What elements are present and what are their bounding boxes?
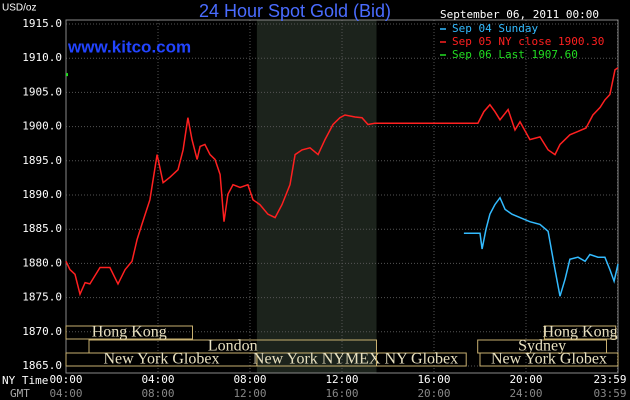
session-label: New York Globex xyxy=(103,351,219,368)
x-gmt-label: 16:00 xyxy=(325,387,358,400)
y-tick-label: 1905.0 xyxy=(22,85,62,98)
session-label: New York NYMEX xyxy=(253,351,381,368)
series-line xyxy=(463,196,619,297)
x-tick-label: 04:00 xyxy=(141,373,174,386)
session-box xyxy=(65,325,193,340)
x-tick-label: 12:00 xyxy=(325,373,358,386)
x-gmt-label: 12:00 xyxy=(233,387,266,400)
plot-frame xyxy=(65,19,619,374)
session-box xyxy=(479,352,619,367)
y-tick-label: 1890.0 xyxy=(22,188,62,201)
session-box xyxy=(543,325,617,340)
session-label: Sydney xyxy=(518,338,566,355)
y-tick-label: 1895.0 xyxy=(22,154,62,167)
x-gmt-label: 04:00 xyxy=(49,387,82,400)
x-gmt-label: 08:00 xyxy=(141,387,174,400)
session-label: NY Globex xyxy=(385,351,459,368)
y-tick-label: 1875.0 xyxy=(22,291,62,304)
legend-label: Sep 05 NY close 1900.30 xyxy=(452,35,604,48)
x-gmt-label: 24:00 xyxy=(509,387,542,400)
x-tick-label: 23:59 xyxy=(593,373,626,386)
session-highlight xyxy=(256,20,377,373)
session-label: London xyxy=(208,338,258,355)
x-tick-label: 16:00 xyxy=(417,373,450,386)
y-tick-label: 1910.0 xyxy=(22,51,62,64)
series-line xyxy=(65,67,619,297)
x-row-label: NY Time xyxy=(2,374,48,387)
x-tick-label: 20:00 xyxy=(509,373,542,386)
plot-background xyxy=(65,19,619,374)
session-label: New York Globex xyxy=(491,351,607,368)
watermark: www.kitco.com xyxy=(67,37,191,56)
legend-label: Sep 06 Last 1907.60 xyxy=(452,48,578,61)
y-tick-label: 1915.0 xyxy=(22,17,62,30)
y-tick-label: 1900.0 xyxy=(22,120,62,133)
y-tick-label: 1880.0 xyxy=(22,256,62,269)
chart-subtitle: September 06, 2011 00:00 xyxy=(440,8,599,21)
x-tick-label: 08:00 xyxy=(233,373,266,386)
session-box xyxy=(376,352,467,367)
y-tick-label: 1870.0 xyxy=(22,325,62,338)
x-gmt-label: 20:00 xyxy=(417,387,450,400)
y-tick-label: 1865.0 xyxy=(22,359,62,372)
x-row-label: GMT xyxy=(10,387,30,400)
legend-label: Sep 04 Sunday xyxy=(452,22,538,35)
y-tick-label: 1885.0 xyxy=(22,222,62,235)
chart-title: 24 Hour Spot Gold (Bid) xyxy=(199,1,391,21)
y-axis-label: USD/oz xyxy=(2,3,36,14)
x-tick-label: 00:00 xyxy=(49,373,82,386)
x-gmt-label: 03:59 xyxy=(593,387,626,400)
session-label: Hong Kong xyxy=(542,324,617,341)
session-label: Hong Kong xyxy=(92,324,167,341)
